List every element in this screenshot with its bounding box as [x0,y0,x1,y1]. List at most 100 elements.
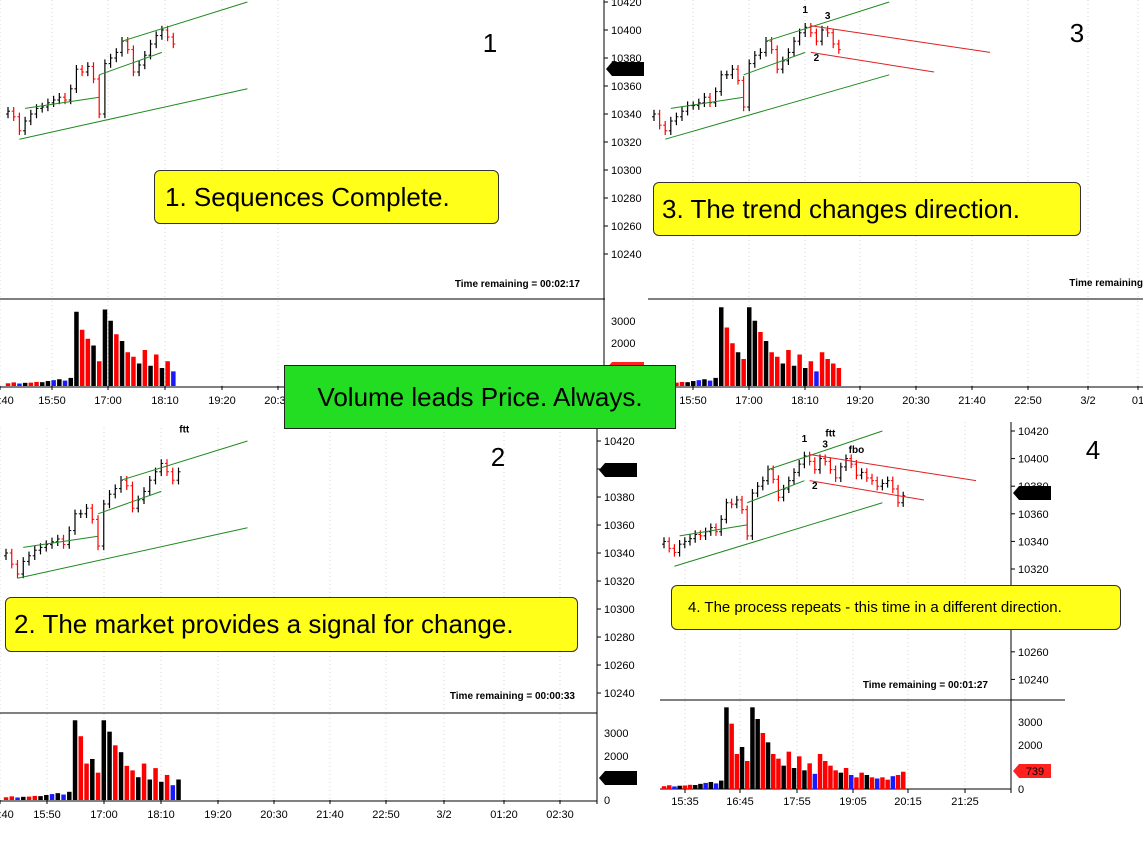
volume-bar [807,763,812,789]
trendline-segment [743,51,806,76]
time-remaining: Time remaining = 00:00:33 [450,691,576,702]
volume-bar [875,778,880,789]
price-tick-label: 10320 [1018,564,1049,576]
volume-bar [108,320,113,386]
volume-bar [661,786,667,789]
wave-label-3: 3 [822,440,828,451]
volume-bar [153,768,158,800]
price-tick-label: 10320 [611,137,642,149]
time-tick-label: 21:25 [951,796,979,808]
time-tick-label: 19:20 [208,395,236,407]
last-volume-callout-text: 739 [1026,766,1044,778]
time-tick-label: 01 [1132,395,1143,407]
trendline-segment [670,96,744,109]
volume-bar [685,382,690,386]
volume-bar [729,723,734,789]
volume-bar [713,783,719,789]
price-tick-label: 10320 [604,576,635,588]
volume-bar [843,768,849,789]
volume-bar [67,791,72,800]
price-tick-label: 10300 [611,165,642,177]
volume-bar [44,794,49,800]
ftt-label: ftt [825,429,836,440]
volume-bar [28,382,34,386]
downtrend-lower [810,51,935,73]
volume-bar [885,779,890,789]
volume-tick-label: 3000 [604,728,628,740]
price-tick-label: 10260 [604,660,635,672]
time-tick-label: 17:00 [94,395,122,407]
price-tick-label: 10340 [1018,536,1049,548]
time-tick-label: 01:20 [490,809,518,821]
price-tick-label: 10360 [611,81,642,93]
volume-bar [702,379,707,386]
volume-bar [674,382,679,386]
volume-bar [752,320,758,386]
time-tick-label: 22:50 [372,809,400,821]
volume-bar [90,759,95,800]
volume-bar [687,784,693,789]
volume-bar [72,720,78,800]
volume-bar [812,773,818,789]
volume-bar [901,771,906,789]
volume-bar [51,380,56,386]
volume-bar [750,707,755,789]
volume-bar [62,380,68,386]
wave-label-2: 2 [812,481,818,492]
volume-bar [125,352,130,386]
volume-bar [745,761,750,789]
time-tick-label: 22:50 [1014,395,1042,407]
volume-bar [776,758,781,789]
last-price-callout [606,62,644,76]
volume-leads-price-label: Volume leads Price. Always. [284,365,676,429]
volume-bar [769,352,774,386]
volume-bar [148,365,153,386]
volume-bar [11,382,16,386]
volume-bar [693,785,698,789]
trendline-upper [120,440,248,481]
volume-bar [771,754,776,789]
volume-bar [38,796,43,800]
volume-bar [836,368,842,386]
volume-bar [803,368,808,386]
volume-bar [85,338,91,386]
volume-bar [3,797,9,800]
volume-bar [791,365,797,386]
volume-bar [136,363,142,386]
downtrend-upper [809,453,977,482]
time-tick-label: 18:10 [147,809,175,821]
volume-bar [45,381,51,386]
panel-number: 4 [1086,435,1100,465]
volume-bar [696,380,702,386]
price-tick-label: 10380 [604,492,635,504]
time-tick-label: 02:30 [546,809,574,821]
volume-bar [864,775,870,789]
trendline-upper [767,430,883,471]
volume-bar [118,752,124,800]
price-tick-label: 10340 [611,109,642,121]
volume-bar [765,742,771,789]
volume-bar [61,794,66,800]
price-tick-label: 10240 [611,249,642,261]
volume-bar [735,352,741,386]
volume-bar [775,356,780,386]
volume-bar [707,380,713,386]
volume-bar [147,779,153,800]
price-tick-label: 10260 [611,221,642,233]
time-tick-label: 18:10 [151,395,179,407]
time-tick-label: 15:50 [679,395,707,407]
trendline-segment [679,524,748,537]
volume-bar [814,371,819,386]
volume-bar [68,377,73,386]
wave-label-3: 3 [825,11,831,22]
panel-number: 1 [483,28,497,58]
time-tick-label: 15:35 [671,796,699,808]
volume-bar [739,747,745,789]
volume-bar [154,354,159,386]
annotation-box-3: 3. The trend changes direction. [653,182,1081,236]
time-tick-label: 17:55 [783,796,811,808]
volume-bar [802,770,807,789]
time-tick-label: 16:40 [0,809,14,821]
trendline-segment [747,480,805,504]
last-volume-callout [599,771,637,785]
